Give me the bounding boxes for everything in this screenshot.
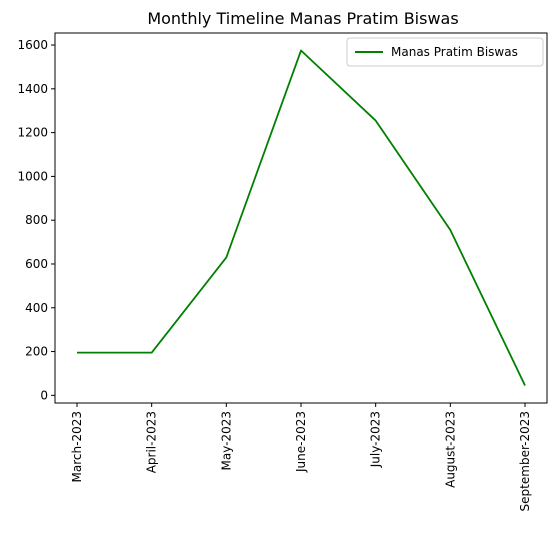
chart-title: Monthly Timeline Manas Pratim Biswas: [147, 9, 458, 28]
x-tick-label: May-2023: [219, 411, 233, 470]
y-tick-label: 1200: [17, 126, 48, 140]
x-tick-label: August-2023: [443, 411, 457, 488]
y-tick-label: 200: [25, 345, 48, 359]
y-tick-label: 800: [25, 213, 48, 227]
x-tick-label: April-2023: [145, 411, 159, 473]
y-tick-label: 400: [25, 301, 48, 315]
x-tick-label: March-2023: [70, 411, 84, 482]
y-tick-label: 1000: [17, 169, 48, 183]
x-axis: March-2023 April-2023 May-2023 June-2023 Jul…: [70, 403, 532, 511]
x-tick-label: July-2023: [369, 411, 383, 468]
y-tick-label: 0: [40, 388, 48, 402]
legend-label: Manas Pratim Biswas: [391, 45, 518, 59]
y-tick-label: 1600: [17, 38, 48, 52]
plot-area: [54, 32, 548, 404]
legend: Manas Pratim Biswas: [346, 37, 544, 67]
x-tick-label: June-2023: [294, 411, 308, 473]
x-tick-label: September-2023: [518, 411, 532, 511]
y-tick-label: 1400: [17, 82, 48, 96]
y-tick-label: 600: [25, 257, 48, 271]
y-axis: 0 200 400 600 800 1000 1200 1400 1600: [17, 38, 55, 402]
series-layer: [76, 49, 526, 386]
legend-box: [346, 37, 544, 67]
